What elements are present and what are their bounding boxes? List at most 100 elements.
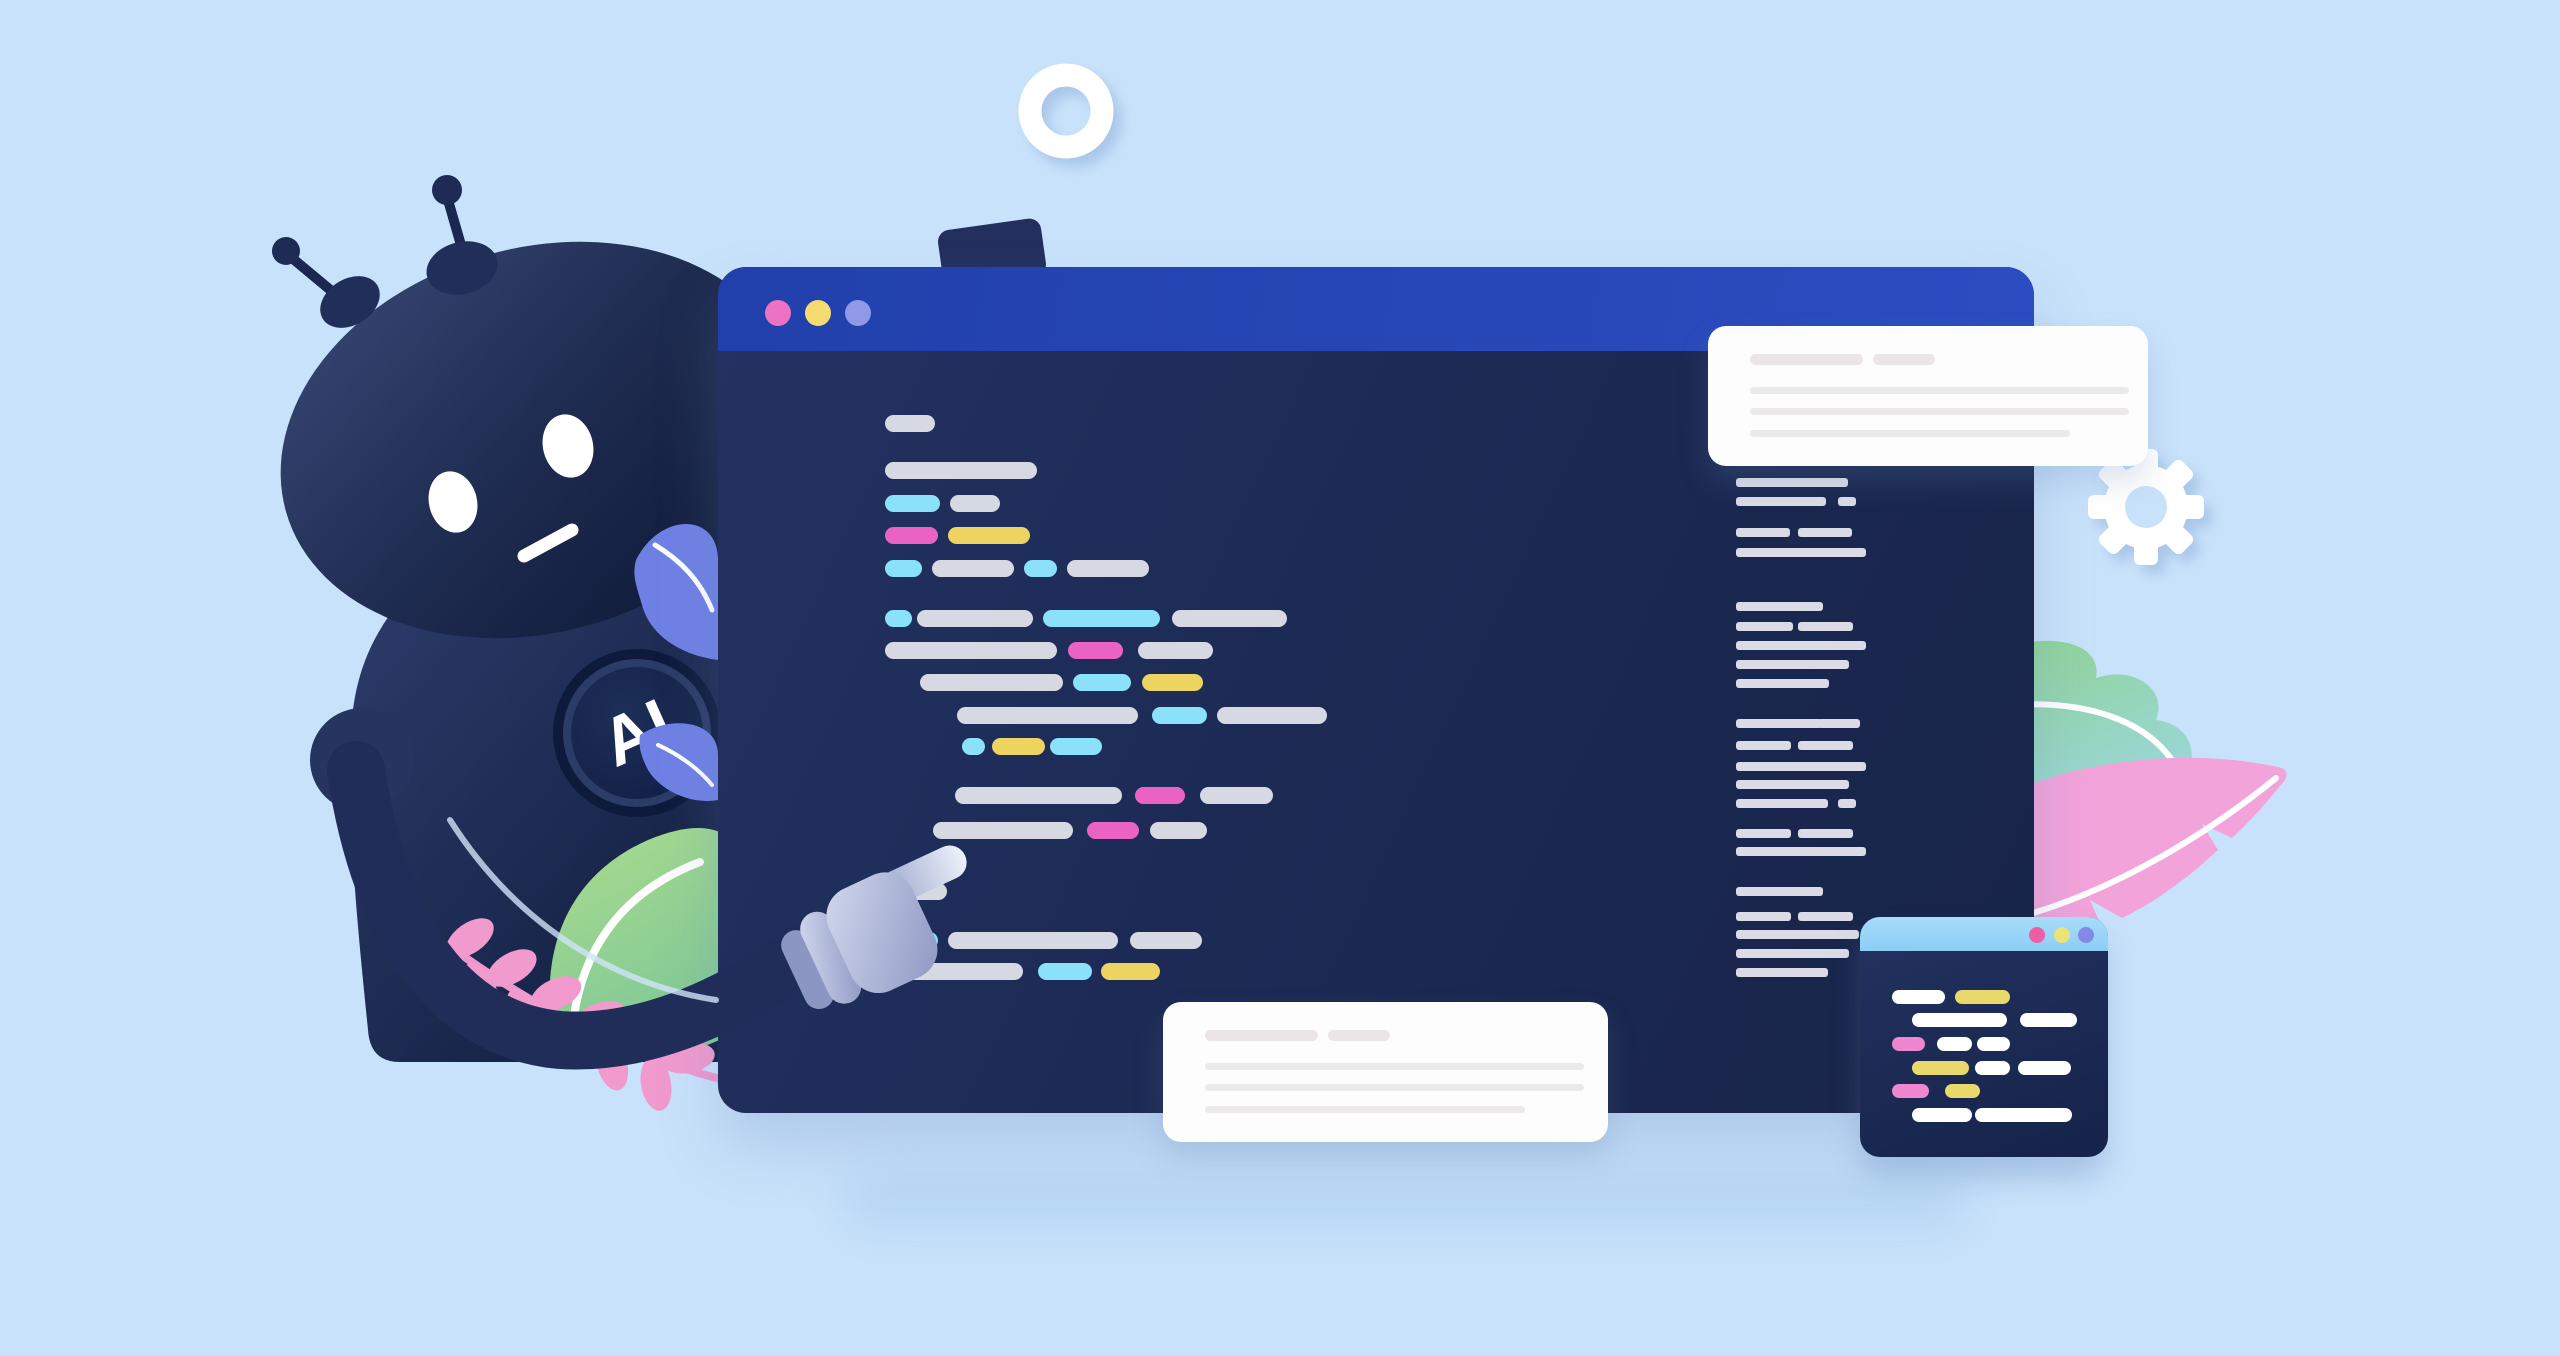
sidebar-bar bbox=[1736, 780, 1849, 789]
code-bar bbox=[1087, 822, 1139, 839]
robot-shoulder bbox=[310, 708, 414, 812]
card-pill bbox=[1328, 1030, 1390, 1041]
sidebar-bar bbox=[1736, 930, 1859, 939]
code-bar bbox=[1138, 642, 1213, 659]
mini-code-bar bbox=[1955, 990, 2010, 1004]
sidebar-bar bbox=[1736, 478, 1848, 487]
ai-badge-label: AI bbox=[590, 684, 683, 781]
card-pill bbox=[1205, 1030, 1318, 1041]
feather-pink bbox=[2010, 757, 2287, 939]
sidebar-bar bbox=[1838, 497, 1856, 506]
robot-mouth bbox=[517, 523, 579, 563]
code-bar bbox=[957, 707, 1138, 724]
window-control-dot bbox=[805, 300, 831, 326]
arm-highlight bbox=[447, 817, 719, 1003]
code-bar bbox=[1101, 963, 1160, 980]
sidebar-bar bbox=[1798, 829, 1853, 838]
gear-icon bbox=[2088, 449, 2204, 565]
antenna-top-icon bbox=[426, 175, 498, 295]
robot-body bbox=[350, 534, 750, 1062]
code-bar bbox=[932, 560, 1014, 577]
window-control-dot bbox=[845, 300, 871, 326]
code-bar bbox=[920, 674, 1063, 691]
code-bar bbox=[885, 560, 922, 577]
code-bar bbox=[885, 883, 947, 900]
code-bar bbox=[885, 415, 935, 432]
sidebar-bar bbox=[1736, 847, 1866, 856]
card-pill bbox=[1750, 354, 1863, 365]
mini-code-bar bbox=[1975, 1061, 2010, 1075]
mini-code-bar bbox=[1892, 1037, 1925, 1051]
mini-code-bar bbox=[1937, 1037, 1972, 1051]
code-bar bbox=[1130, 932, 1202, 949]
card-line bbox=[1750, 430, 2070, 437]
code-bar bbox=[950, 495, 1000, 512]
sidebar-bar bbox=[1736, 762, 1866, 771]
code-bar bbox=[1172, 610, 1287, 627]
sidebar-bar bbox=[1736, 528, 1790, 537]
sidebar-bar bbox=[1736, 887, 1823, 896]
mini-code-bar bbox=[1892, 1084, 1929, 1098]
leaf-violet bbox=[634, 524, 718, 801]
code-bar bbox=[885, 642, 1057, 659]
ai-badge: AI bbox=[553, 649, 721, 817]
note-card-top bbox=[1708, 326, 2148, 466]
mini-code-window bbox=[1860, 917, 2108, 1157]
code-bar bbox=[885, 495, 940, 512]
sidebar-bar bbox=[1736, 602, 1823, 611]
mini-code-area bbox=[1860, 917, 2108, 1157]
code-bar bbox=[1152, 707, 1207, 724]
code-bar bbox=[885, 527, 938, 544]
code-bar bbox=[1073, 674, 1131, 691]
code-bar bbox=[885, 610, 912, 627]
sidebar-bar bbox=[1736, 949, 1849, 958]
code-bar bbox=[1043, 610, 1160, 627]
code-bar bbox=[962, 738, 985, 755]
sidebar-bar bbox=[1818, 719, 1860, 728]
code-bar bbox=[895, 932, 938, 949]
mini-code-bar bbox=[2020, 1013, 2077, 1027]
sidebar-bar bbox=[1798, 528, 1852, 537]
ring-ornament bbox=[1018, 63, 1114, 159]
mini-code-bar bbox=[1945, 1084, 1980, 1098]
sidebar-bar bbox=[1736, 829, 1791, 838]
mini-code-bar bbox=[1912, 1013, 2007, 1027]
mini-code-bar bbox=[1912, 1061, 1969, 1075]
branch-pink bbox=[446, 918, 728, 1111]
note-card-bottom bbox=[1163, 1002, 1608, 1142]
code-bar bbox=[885, 462, 1037, 479]
code-bar bbox=[948, 932, 1118, 949]
card-line bbox=[1205, 1084, 1584, 1091]
sidebar-bar bbox=[1798, 741, 1853, 750]
sidebar-bar bbox=[1736, 641, 1866, 650]
sidebar-bar bbox=[1736, 912, 1791, 921]
sidebar-bar bbox=[1736, 548, 1866, 557]
card-line bbox=[1205, 1063, 1584, 1070]
code-bar bbox=[1135, 787, 1185, 804]
robot-eye-right bbox=[542, 414, 594, 478]
code-bar bbox=[1038, 963, 1092, 980]
mini-code-bar bbox=[2018, 1061, 2071, 1075]
sidebar-bar bbox=[1736, 968, 1828, 977]
code-bar bbox=[948, 527, 1030, 544]
code-bar bbox=[955, 787, 1122, 804]
sidebar-bar bbox=[1736, 679, 1829, 688]
leaf-green bbox=[549, 827, 736, 1058]
code-bar bbox=[1024, 560, 1057, 577]
code-bar bbox=[1150, 822, 1207, 839]
code-bar bbox=[900, 963, 1023, 980]
card-pill bbox=[1873, 354, 1935, 365]
code-bar bbox=[917, 610, 1033, 627]
sidebar-bar bbox=[1736, 622, 1793, 631]
code-bar bbox=[1200, 787, 1273, 804]
note-card-top-content bbox=[1708, 326, 2148, 466]
code-bar bbox=[1142, 674, 1203, 691]
code-bar bbox=[1067, 560, 1149, 577]
window-ground-shadow bbox=[840, 1168, 1970, 1230]
mini-code-bar bbox=[1892, 990, 1945, 1004]
code-bar bbox=[1050, 738, 1102, 755]
sidebar-bar bbox=[1736, 741, 1791, 750]
sidebar-bar bbox=[1838, 799, 1856, 808]
card-line bbox=[1205, 1106, 1525, 1113]
